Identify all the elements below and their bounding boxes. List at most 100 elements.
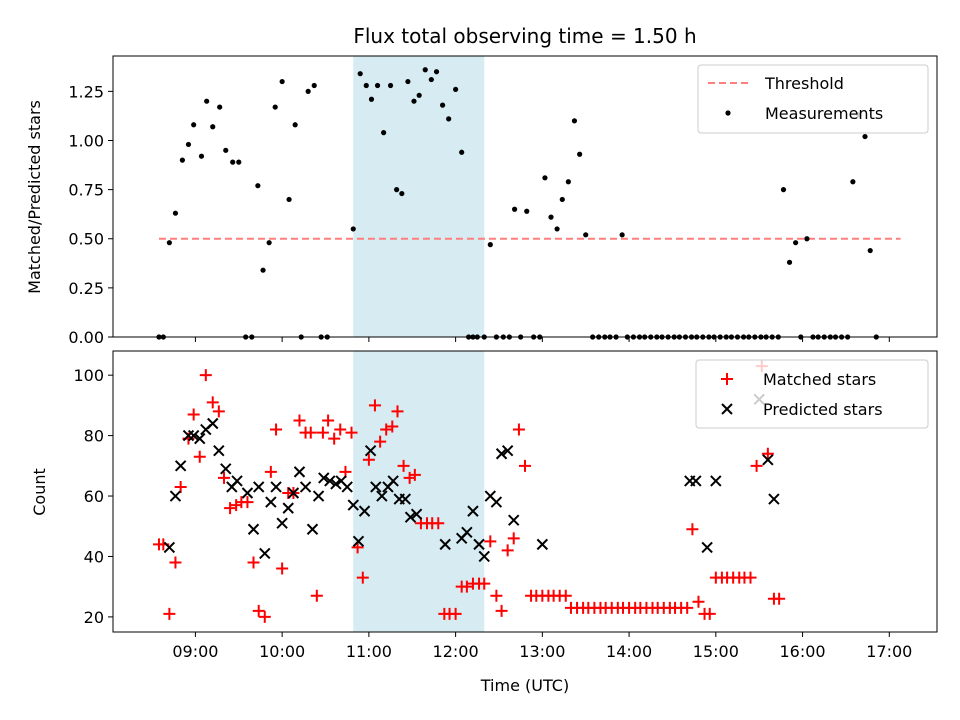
measurement-point: [255, 183, 261, 189]
measurement-point: [422, 67, 428, 73]
measurement-point: [459, 149, 465, 155]
matched-star-marker: [692, 595, 705, 608]
y-tick-label: 40: [84, 547, 104, 566]
matched-star-marker: [449, 607, 462, 620]
measurement-point: [411, 98, 417, 104]
predicted-star-marker: [182, 429, 195, 442]
measurement-point: [191, 122, 197, 128]
legend-measurements-swatch: [725, 110, 731, 116]
measurement-point: [446, 116, 452, 122]
measurement-point: [511, 206, 518, 212]
y-tick-label: 60: [84, 487, 104, 506]
legend-predicted-label: Predicted stars: [763, 400, 883, 419]
measurement-point: [559, 196, 565, 203]
matched-star-marker: [519, 459, 531, 472]
legend-matched-label: Matched stars: [763, 370, 876, 389]
measurement-point: [279, 78, 285, 85]
predicted-star-marker: [259, 547, 271, 560]
predicted-star-marker: [282, 502, 294, 514]
y-tick-label: 0.75: [68, 181, 104, 200]
matched-star-marker: [241, 496, 254, 509]
measurement-point: [867, 247, 873, 254]
matched-star-marker: [345, 426, 358, 439]
matched-star-marker: [230, 499, 243, 512]
measurement-point: [405, 78, 411, 85]
predicted-star-marker: [287, 487, 300, 499]
y-tick-label: 1.25: [68, 82, 104, 101]
predicted-star-marker: [330, 478, 342, 490]
matched-star-markers: [152, 360, 786, 623]
predicted-star-marker: [220, 463, 232, 475]
matched-star-marker: [495, 604, 508, 617]
count-panel: 20 40 60 80 100 09:00 10:00 11:00 12:00 13:00 14:…: [30, 350, 938, 695]
predicted-star-marker: [376, 490, 388, 502]
matched-star-marker: [356, 571, 369, 584]
predicted-star-marker: [194, 432, 206, 445]
measurement-point: [583, 232, 589, 238]
predicted-star-marker: [508, 514, 520, 526]
measurement-point: [260, 267, 266, 273]
measurement-point: [793, 240, 799, 246]
matched-star-marker: [310, 589, 323, 602]
measurement-point: [381, 130, 387, 136]
measurement-point: [780, 187, 787, 193]
bottom-legend: Matched stars Predicted stars: [695, 359, 929, 429]
predicted-star-marker: [461, 526, 473, 538]
matched-star-marker: [224, 502, 237, 515]
predicted-star-marker: [347, 499, 359, 511]
highlight-span-bottom: [353, 351, 485, 632]
predicted-star-marker: [318, 472, 330, 484]
matched-star-marker: [703, 607, 716, 620]
measurement-point: [804, 236, 810, 242]
measurement-point: [453, 86, 459, 93]
predicted-star-marker: [404, 511, 417, 523]
predicted-star-marker: [490, 496, 503, 508]
measurement-point: [305, 88, 311, 94]
measurement-point: [230, 159, 236, 165]
predicted-star-marker: [370, 481, 382, 493]
measurement-point: [311, 82, 317, 89]
matched-star-marker: [686, 523, 699, 536]
y-tick-label: 100: [73, 366, 104, 385]
predicted-star-marker: [501, 445, 514, 457]
matched-star-marker: [484, 535, 497, 548]
predicted-star-marker: [299, 481, 312, 493]
matched-star-marker: [212, 405, 225, 418]
legend-threshold-label: Threshold: [764, 74, 844, 93]
predicted-star-marker: [467, 505, 479, 517]
matched-star-marker: [512, 423, 525, 436]
matched-star-marker: [328, 432, 341, 445]
measurement-point: [524, 208, 530, 214]
matched-star-marker: [252, 604, 265, 617]
predicted-star-markers: [163, 393, 780, 563]
measurement-point: [272, 104, 278, 110]
x-tick-label: 12:00: [433, 642, 479, 661]
predicted-star-marker: [690, 475, 702, 487]
predicted-star-marker: [710, 475, 722, 487]
predicted-star-marker: [410, 508, 423, 520]
predicted-star-marker: [439, 538, 451, 551]
predicted-star-marker: [270, 481, 282, 493]
matched-star-marker: [169, 556, 182, 569]
measurement-point: [210, 124, 216, 130]
bottom-x-ticks: 09:00 10:00 11:00 12:00 13:00 14:00 15:00 16:00…: [172, 632, 912, 661]
measurement-point: [440, 102, 446, 108]
matched-star-marker: [368, 399, 381, 412]
matched-star-marker: [270, 423, 283, 436]
measurement-point: [548, 214, 554, 220]
matched-star-marker: [276, 562, 289, 575]
chart-title: Flux total observing time = 1.50 h: [353, 24, 696, 48]
y-tick-label: 0.50: [68, 230, 104, 249]
predicted-star-marker: [169, 490, 182, 502]
matched-star-marker: [247, 556, 260, 569]
y-tick-label: 1.00: [68, 131, 104, 150]
measurement-point: [217, 104, 223, 110]
measurement-point: [428, 76, 434, 83]
predicted-star-marker: [312, 490, 325, 502]
measurement-point: [223, 147, 229, 153]
predicted-star-marker: [399, 493, 412, 505]
matched-star-marker: [386, 420, 399, 433]
measurement-points: [156, 67, 879, 340]
matched-star-marker: [507, 532, 520, 545]
